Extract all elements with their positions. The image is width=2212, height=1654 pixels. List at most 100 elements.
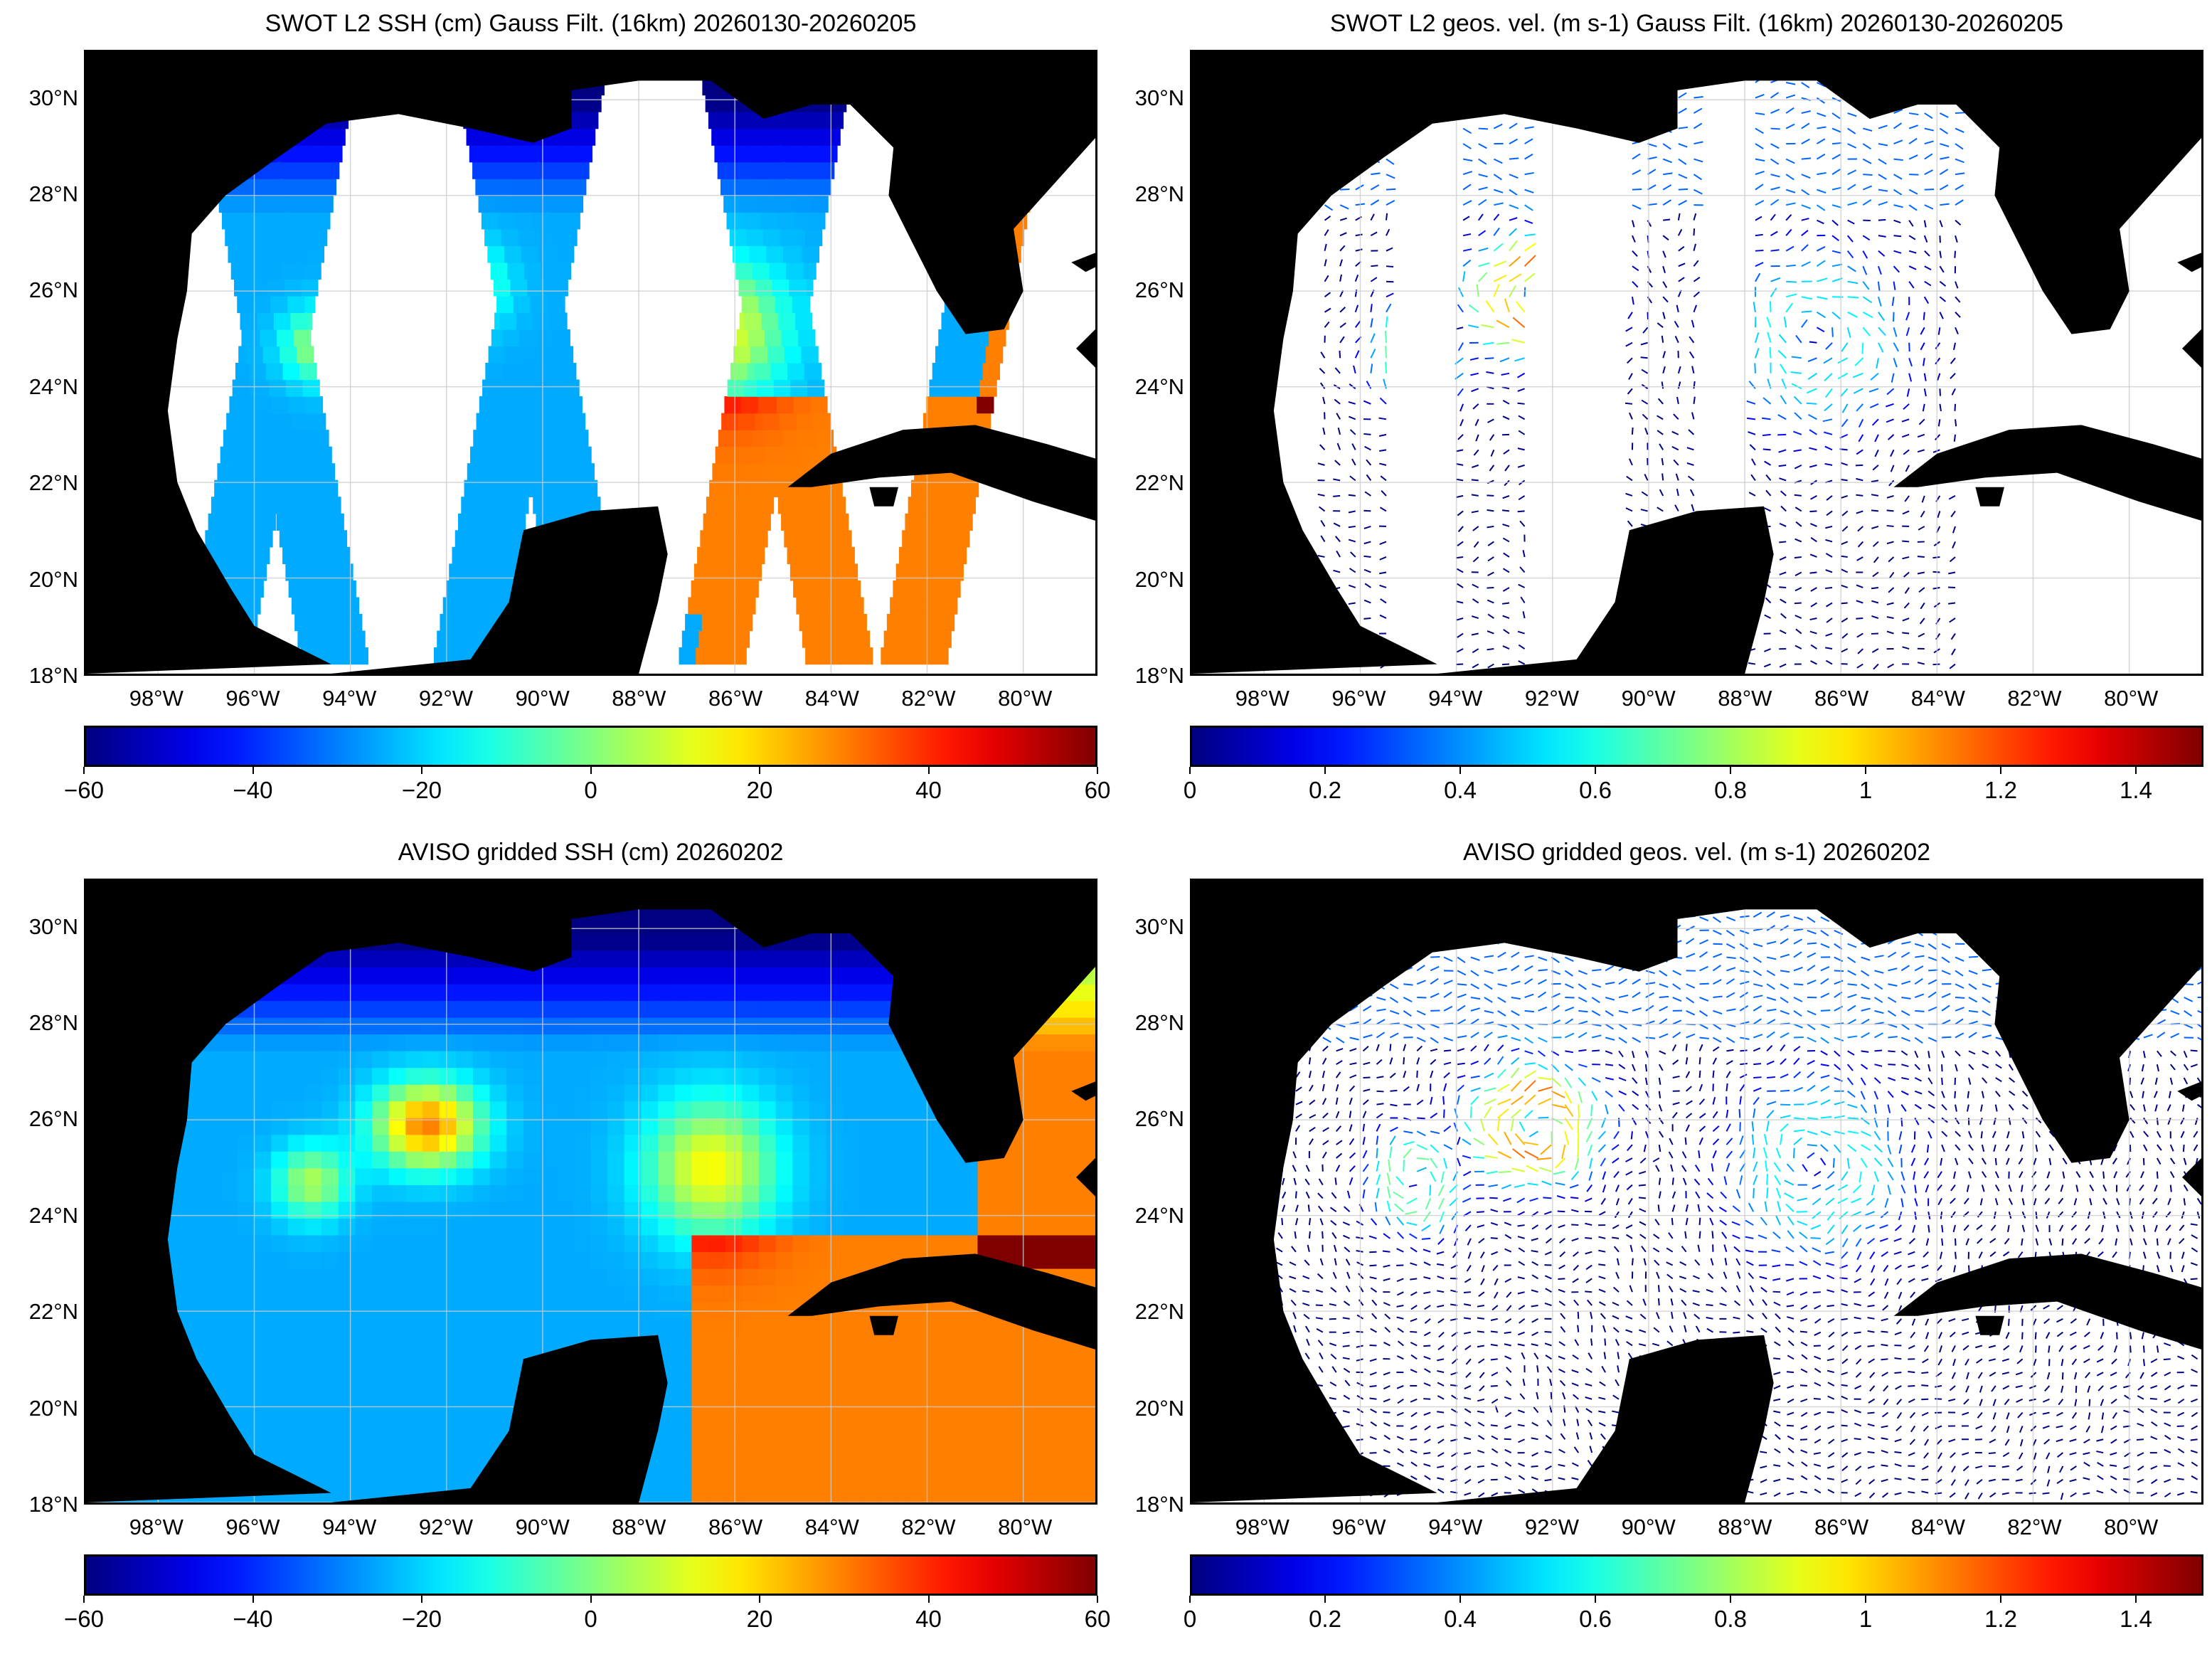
- ssh-cell: [187, 1101, 205, 1118]
- ssh-swath-cell: [290, 312, 307, 329]
- ssh-cell: [927, 1485, 945, 1502]
- ssh-swath-cell: [275, 229, 292, 246]
- ssh-cell: [1062, 1469, 1080, 1487]
- ssh-cell: [506, 1067, 524, 1085]
- ssh-swath-cell: [920, 614, 937, 631]
- ssh-cell: [977, 1485, 995, 1502]
- ssh-cell: [271, 1419, 289, 1436]
- ssh-cell: [255, 1151, 272, 1169]
- ssh-cell: [574, 1302, 592, 1320]
- ssh-swath-cell: [509, 514, 526, 531]
- ssh-swath-cell: [887, 614, 904, 631]
- velocity-arrow: [1518, 403, 1525, 404]
- colorbar-tick: [252, 767, 254, 774]
- ssh-cell: [708, 1151, 726, 1169]
- ssh-swath-cell: [334, 647, 351, 664]
- ssh-swath-cell: [521, 430, 538, 447]
- ssh-cell: [691, 984, 709, 1002]
- ssh-cell: [321, 1034, 339, 1051]
- velocity-arrow: [1363, 556, 1371, 557]
- ssh-cell: [456, 1000, 474, 1018]
- velocity-arrow: [1786, 265, 1796, 266]
- ssh-cell: [675, 984, 693, 1002]
- ssh-cell: [658, 1151, 676, 1169]
- ssh-cell: [355, 1385, 373, 1403]
- colorbar-tick-label: −60: [41, 777, 127, 804]
- velocity-arrow: [1339, 351, 1340, 358]
- ssh-cell: [440, 1251, 457, 1269]
- ssh-cell: [490, 1218, 508, 1236]
- ssh-cell: [776, 967, 794, 985]
- ssh-swath-cell: [769, 447, 786, 464]
- ssh-cell: [473, 1218, 491, 1236]
- velocity-arrow: [1472, 479, 1479, 480]
- ssh-swath-cell: [558, 447, 575, 464]
- ssh-swath-cell: [777, 212, 794, 229]
- ssh-cell: [1078, 1436, 1095, 1453]
- velocity-arrow: [1340, 189, 1349, 190]
- ssh-cell: [759, 1235, 777, 1253]
- ssh-swath-cell: [742, 112, 759, 129]
- ssh-cell: [456, 1251, 474, 1269]
- ssh-swath-cell: [546, 380, 563, 397]
- ssh-cell: [255, 1285, 272, 1303]
- ssh-cell: [1062, 1452, 1080, 1470]
- ssh-cell: [759, 1469, 777, 1487]
- lon-tick-label: 80°W: [982, 686, 1068, 711]
- ssh-cell: [877, 1369, 895, 1387]
- ssh-cell: [759, 1084, 777, 1102]
- ssh-swath-cell: [929, 380, 946, 397]
- ssh-cell: [591, 1017, 609, 1035]
- ssh-cell: [389, 1235, 407, 1253]
- velocity-arrow: [1909, 343, 1910, 351]
- ssh-cell: [238, 1084, 255, 1102]
- ssh-cell: [405, 1436, 423, 1453]
- ssh-cell: [204, 1184, 222, 1202]
- ssh-cell: [440, 1017, 457, 1035]
- ssh-swath-cell: [229, 396, 246, 413]
- ssh-cell: [792, 984, 810, 1002]
- ssh-cell: [977, 1402, 995, 1420]
- ssh-cell: [557, 1167, 575, 1185]
- ssh-cell: [204, 1167, 222, 1185]
- ssh-cell: [204, 1318, 222, 1336]
- ssh-swath-cell: [297, 630, 314, 647]
- ssh-cell: [355, 1084, 373, 1102]
- ssh-swath-cell: [551, 413, 568, 430]
- ssh-swath-cell: [907, 597, 924, 614]
- ssh-swath-cell: [281, 447, 298, 464]
- ssh-cell: [339, 1302, 356, 1320]
- ssh-cell: [405, 984, 423, 1002]
- ssh-cell: [405, 1134, 423, 1152]
- ssh-cell: [893, 1151, 911, 1169]
- ssh-cell: [759, 1051, 777, 1069]
- ssh-cell: [405, 1469, 423, 1487]
- ssh-cell: [1078, 1352, 1095, 1369]
- colorbar-tick-label: −40: [211, 777, 296, 804]
- ssh-swath-cell: [278, 430, 295, 447]
- ssh-cell: [422, 1352, 440, 1369]
- ssh-cell: [405, 1167, 423, 1185]
- ssh-cell: [658, 1218, 676, 1236]
- ssh-cell: [422, 1335, 440, 1353]
- ssh-swath-cell: [306, 396, 323, 413]
- ssh-cell: [910, 1302, 928, 1320]
- ssh-cell: [994, 1385, 1012, 1403]
- ssh-cell: [473, 1051, 491, 1069]
- velocity-arrow: [1747, 418, 1755, 419]
- ssh-cell: [355, 1034, 373, 1051]
- ssh-cell: [1062, 1485, 1080, 1502]
- ssh-swath-cell: [757, 380, 774, 397]
- ssh-cell: [893, 1436, 911, 1453]
- ssh-cell: [523, 1318, 541, 1336]
- ssh-swath-cell: [796, 597, 813, 614]
- velocity-arrow: [1386, 189, 1395, 190]
- ssh-cell: [725, 1385, 743, 1403]
- ssh-cell: [860, 1335, 878, 1353]
- ssh-cell: [304, 1084, 322, 1102]
- ssh-cell: [826, 1318, 844, 1336]
- ssh-swath-cell: [526, 179, 543, 196]
- velocity-arrow: [1386, 266, 1393, 267]
- ssh-cell: [523, 1268, 541, 1286]
- ssh-cell: [826, 1485, 844, 1502]
